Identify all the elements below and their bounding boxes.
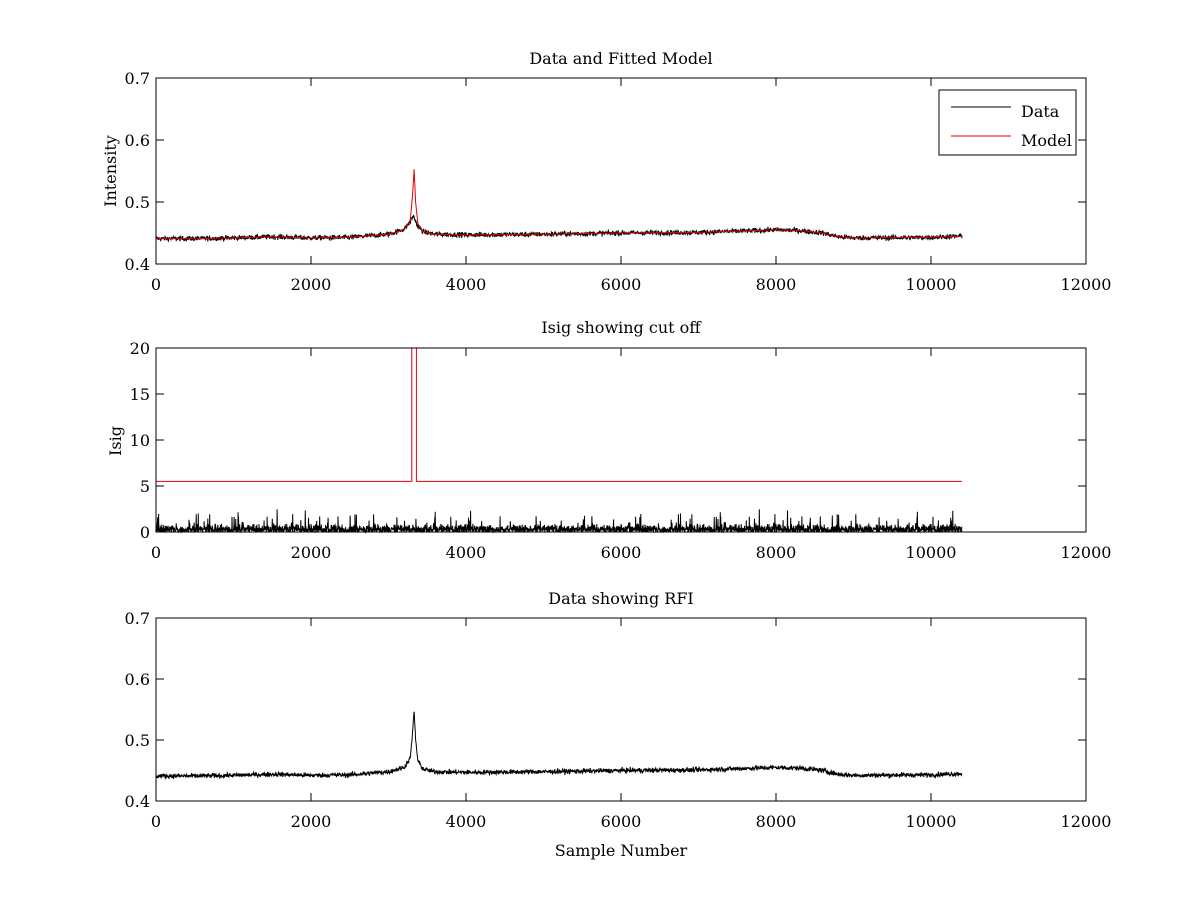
x-tick-label: 4000: [446, 812, 487, 831]
subplot-title: Isig showing cut off: [541, 318, 702, 337]
y-axis-label: Isig: [106, 426, 125, 456]
plot-area: 0 2000 4000 6000 8000 10000 12000 0.4 0.5 0.6 0.7: [125, 69, 1112, 294]
x-tick-label: 10000: [906, 812, 957, 831]
y-tick-label: 0.4: [125, 792, 150, 811]
y-tick-label: 0: [140, 523, 150, 542]
x-tick-label: 6000: [601, 812, 642, 831]
legend-box: [938, 89, 1077, 156]
y-axis-label: Intensity: [101, 135, 120, 207]
x-tick-label: 2000: [291, 275, 332, 294]
series-line-isig: [155, 509, 963, 534]
series-line-model: [156, 169, 963, 240]
y-tick-label: 15: [130, 385, 150, 404]
x-tick-label: 0: [151, 543, 161, 562]
x-tick-label: 8000: [756, 543, 797, 562]
subplot-title: Data and Fitted Model: [529, 49, 712, 68]
x-tick-label: 6000: [601, 275, 642, 294]
series-line-data: [155, 711, 963, 781]
x-tick-label: 8000: [756, 812, 797, 831]
x-axis-label: Sample Number: [555, 841, 688, 860]
x-tick-label: 6000: [601, 543, 642, 562]
x-tick-label: 4000: [446, 543, 487, 562]
x-tick-label: 10000: [906, 275, 957, 294]
y-tick-label: 0.6: [125, 670, 150, 689]
y-tick-label: 20: [130, 339, 150, 358]
plot-area: 0 2000 4000 6000 8000 10000 12000 0 5 10 15 20: [130, 339, 1112, 562]
x-tick-label: 4000: [446, 275, 487, 294]
y-tick-label: 0.5: [125, 193, 150, 212]
subplot-title: Data showing RFI: [548, 589, 693, 608]
x-tick-label: 10000: [906, 543, 957, 562]
subplot-data-showing-rfi: Data showing RFI Sample Number 0 2000 4000…: [125, 589, 1112, 860]
x-tick-label: 0: [151, 812, 161, 831]
legend-entry-data: Data: [1021, 102, 1060, 121]
y-tick-label: 10: [130, 431, 150, 450]
x-tick-label: 0: [151, 275, 161, 294]
subplot-data-and-fitted-model: Data and Fitted Model Intensity 0 2000 400…: [101, 49, 1111, 294]
plot-area: 0 2000 4000 6000 8000 10000 12000 0.4 0.5 0.6 0.7: [125, 609, 1112, 831]
x-tick-label: 12000: [1061, 275, 1112, 294]
y-tick-label: 0.6: [125, 131, 150, 150]
legend: Data Model: [938, 89, 1077, 156]
y-tick-label: 5: [140, 477, 150, 496]
x-tick-label: 8000: [756, 275, 797, 294]
subplot-isig-showing-cut-off: Isig showing cut off Isig 0 2000 4000 6000 8…: [106, 318, 1111, 562]
y-tick-label: 0.5: [125, 731, 150, 750]
y-tick-label: 0.7: [125, 69, 150, 88]
x-tick-label: 12000: [1061, 543, 1112, 562]
y-tick-label: 0.4: [125, 255, 150, 274]
x-tick-label: 12000: [1061, 812, 1112, 831]
legend-entry-model: Model: [1021, 131, 1072, 150]
y-tick-label: 0.7: [125, 609, 150, 628]
x-tick-label: 2000: [291, 812, 332, 831]
x-tick-label: 2000: [291, 543, 332, 562]
